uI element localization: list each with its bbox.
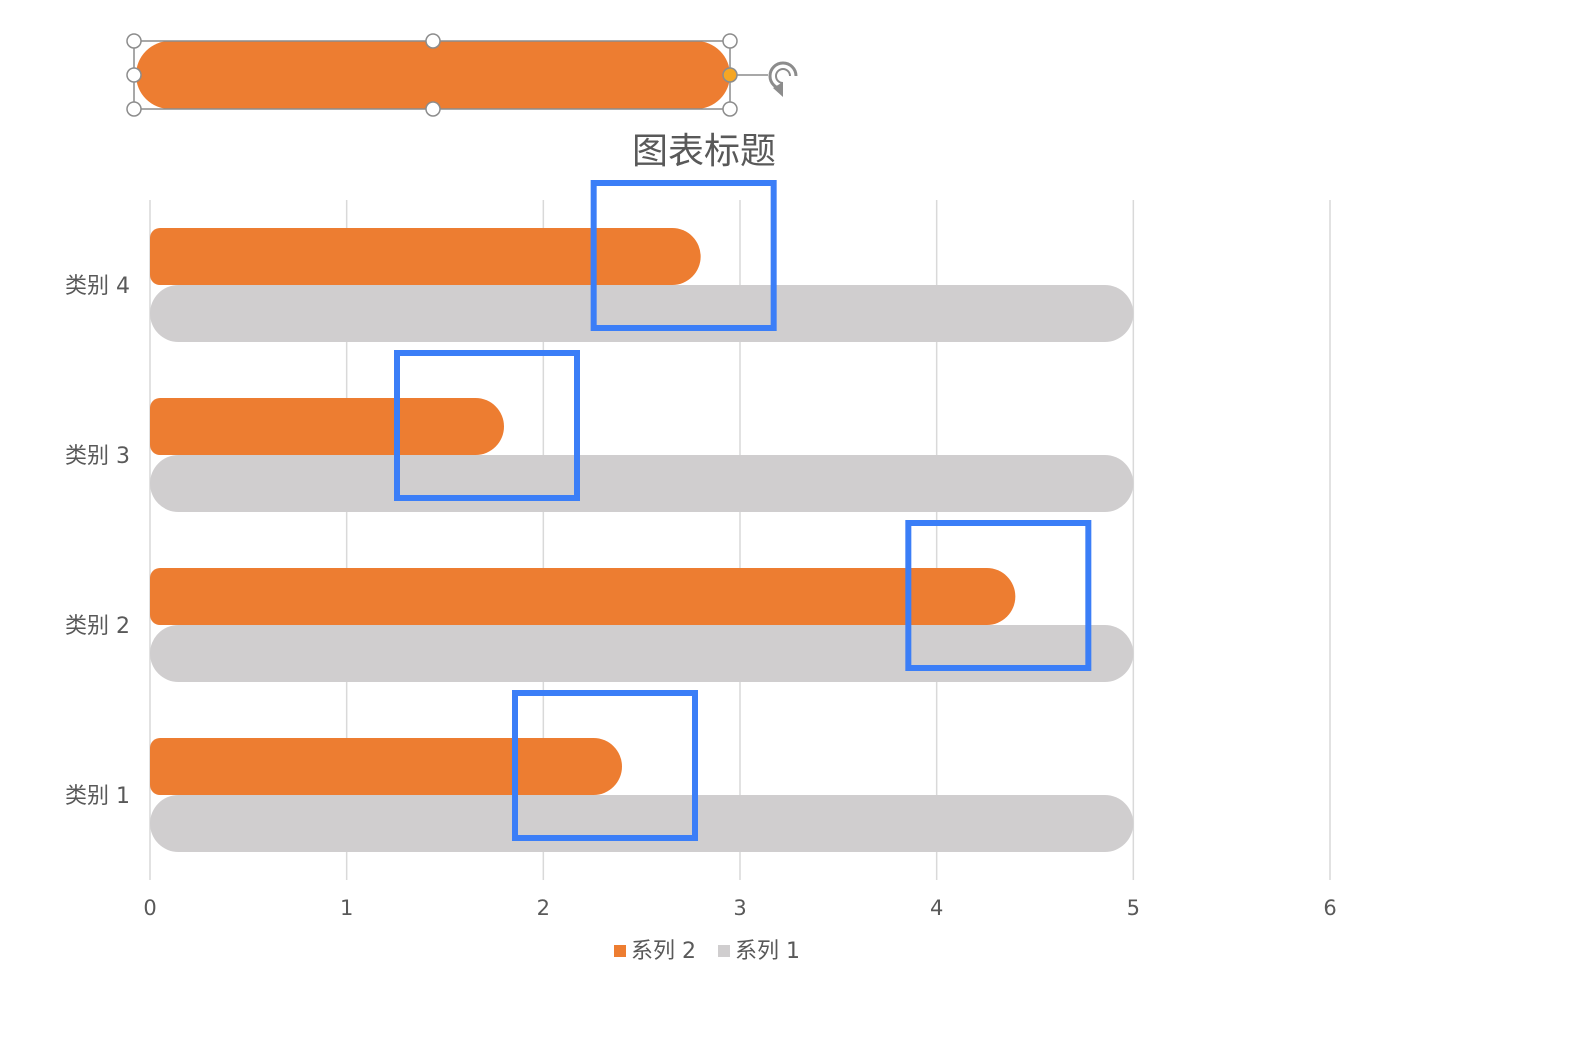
adjust-handle[interactable] xyxy=(722,67,738,83)
legend-swatch-series-1 xyxy=(718,945,730,957)
legend-swatch-series-2 xyxy=(614,945,626,957)
bar-series-1-2[interactable] xyxy=(150,625,1134,682)
highlight-boxes xyxy=(394,180,1092,841)
bar-series-2-2[interactable] xyxy=(150,568,1016,625)
highlight-box-2 xyxy=(905,520,1092,671)
resize-handle-bl[interactable] xyxy=(126,101,142,117)
category-label-1: 类别 1 xyxy=(65,784,130,809)
resize-handle-bm[interactable] xyxy=(425,101,441,117)
resize-handle-br[interactable] xyxy=(722,101,738,117)
bar-series-2-3[interactable] xyxy=(150,398,504,455)
resize-handle-tr[interactable] xyxy=(722,33,738,49)
bar-series-2-4[interactable] xyxy=(150,228,701,285)
legend-label-series-2: 系列 2 xyxy=(631,939,696,964)
category-label-3: 类别 3 xyxy=(65,444,130,469)
highlight-box-4 xyxy=(590,180,777,331)
category-labels: 类别 1 类别 2 类别 3 类别 4 xyxy=(65,274,130,809)
bar-series-1-1[interactable] xyxy=(150,795,1134,852)
x-tick-label-0: 0 xyxy=(143,896,156,920)
bar-series-2-1[interactable] xyxy=(150,738,622,795)
x-tick-label-2: 2 xyxy=(537,896,550,920)
highlight-box-1 xyxy=(512,690,698,841)
x-axis-ticks: 0 1 2 3 4 5 6 xyxy=(143,896,1336,920)
legend: 系列 2 系列 1 xyxy=(614,939,800,964)
chart-title: 图表标题 xyxy=(632,131,776,172)
bar-series-1-3[interactable] xyxy=(150,455,1134,512)
x-tick-label-1: 1 xyxy=(340,896,353,920)
selected-shape-group[interactable] xyxy=(126,33,798,117)
rotate-icon[interactable] xyxy=(768,61,798,97)
x-tick-label-3: 3 xyxy=(733,896,746,920)
bar-series-1-4[interactable] xyxy=(150,285,1134,342)
x-tick-label-5: 5 xyxy=(1127,896,1140,920)
resize-handle-ml[interactable] xyxy=(126,67,142,83)
category-label-4: 类别 4 xyxy=(65,274,130,299)
x-tick-label-4: 4 xyxy=(930,896,943,920)
x-tick-label-6: 6 xyxy=(1323,896,1336,920)
highlight-box-3 xyxy=(394,350,580,501)
legend-label-series-1: 系列 1 xyxy=(735,939,800,964)
bars xyxy=(150,228,1134,852)
resize-handle-tm[interactable] xyxy=(425,33,441,49)
category-label-2: 类别 2 xyxy=(65,614,130,639)
selected-shape[interactable] xyxy=(136,41,730,109)
resize-handle-tl[interactable] xyxy=(126,33,142,49)
